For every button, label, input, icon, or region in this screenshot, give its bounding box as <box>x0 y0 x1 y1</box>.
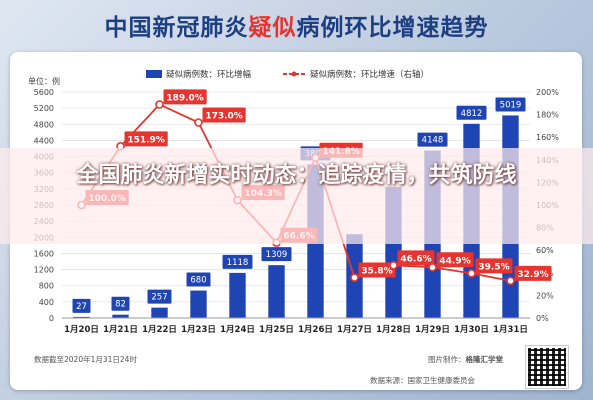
line-point <box>506 276 515 286</box>
y-left-tick-label: 800 <box>39 282 54 291</box>
line-label-box <box>163 89 207 105</box>
bar <box>73 316 90 318</box>
bar-data-label: 82 <box>115 300 126 310</box>
x-tick-label: 1月22日 <box>142 325 177 335</box>
x-tick-label: 1月29日 <box>415 325 450 335</box>
y-right-tick-label: 60% <box>536 246 554 255</box>
bar <box>229 272 246 318</box>
footer-producer: 图片制作：格隆汇学堂 <box>428 355 503 364</box>
line-data-label: 46.6% <box>400 254 431 264</box>
bar-label-box <box>186 272 211 287</box>
line-data-label: 151.9% <box>127 135 165 145</box>
x-tick-label: 1月30日 <box>454 325 489 335</box>
x-tick-label: 1月26日 <box>298 325 333 335</box>
chart-title: 中国新冠肺炎疑似病例环比增速趋势 <box>104 15 489 41</box>
footer-source: 数据来源：国家卫生健康委员会 <box>370 376 475 385</box>
y-left-tick-label: 5200 <box>34 104 54 113</box>
y-left-tick-label: 5600 <box>34 88 54 97</box>
line-data-label: 173.0% <box>205 112 243 122</box>
y-left-tick-label: 0 <box>49 314 54 323</box>
line-data-label: 35.8% <box>361 267 392 277</box>
legend-swatch-marker <box>291 71 297 77</box>
bar-label-box <box>495 97 526 112</box>
overlay-banner <box>0 148 593 244</box>
bar <box>268 265 285 318</box>
y-right-tick-label: 200% <box>536 88 559 97</box>
x-tick-label: 1月21日 <box>103 325 138 335</box>
legend-label-bars: 疑似病例数：环比增幅 <box>166 69 252 80</box>
bar-data-label: 1118 <box>227 258 249 268</box>
y-left-tick-label: 4800 <box>34 120 54 129</box>
x-tick-label: 1月20日 <box>64 325 99 335</box>
line-label-box <box>475 258 513 274</box>
y-left-tick-label: 400 <box>39 298 54 307</box>
bar-data-label: 5019 <box>500 100 522 110</box>
line-point <box>428 262 437 272</box>
bar-label-box <box>261 247 292 262</box>
x-tick-label: 1月27日 <box>337 325 372 335</box>
legend-swatch-bars <box>146 70 162 78</box>
bar-label-box <box>222 254 253 269</box>
line-label-box <box>397 250 435 266</box>
bar <box>112 314 129 318</box>
y-right-tick-label: 0% <box>536 314 549 323</box>
bar-label-box <box>72 298 91 313</box>
bar-data-label: 4148 <box>422 136 444 146</box>
overlay-banner-text: 全国肺炎新增实时动态：追踪疫情，共筑防线 <box>76 163 517 188</box>
y-right-tick-label: 160% <box>536 133 559 142</box>
line-label-box <box>514 265 552 281</box>
footer-note: 数据截至2020年1月31日24时 <box>34 355 137 364</box>
y-left-unit-label: 单位：例 <box>28 76 60 86</box>
x-tick-label: 1月23日 <box>181 325 216 335</box>
x-tick-label: 1月31日 <box>493 325 528 335</box>
bar-label-box <box>147 289 172 304</box>
line-point <box>467 269 476 278</box>
bar-label-box <box>111 296 130 311</box>
line-data-label: 44.9% <box>439 256 470 266</box>
line-point <box>155 100 164 109</box>
x-tick-label: 1月24日 <box>220 325 255 335</box>
bar-data-label: 27 <box>76 302 87 312</box>
qr-code-icon <box>525 345 569 389</box>
legend-label-line: 疑似病例数：环比增速（右轴） <box>310 69 429 80</box>
y-right-tick-label: 180% <box>536 111 559 120</box>
line-data-label: 32.9% <box>517 270 548 280</box>
line-point <box>194 118 203 127</box>
line-data-label: 189.0% <box>166 93 204 103</box>
line-label-box <box>202 107 246 123</box>
bar-data-label: 680 <box>190 276 206 286</box>
y-left-tick-label: 1200 <box>34 266 54 275</box>
line-data-label: 39.5% <box>478 262 509 272</box>
line-point <box>389 261 398 270</box>
bar-data-label: 1309 <box>266 250 288 260</box>
line-label-box <box>124 131 168 147</box>
line-point <box>350 273 359 282</box>
bar-label-box <box>456 105 487 120</box>
y-left-tick-label: 4400 <box>34 136 54 145</box>
y-right-tick-label: 20% <box>536 291 554 300</box>
line-label-box <box>358 262 396 278</box>
line-label-box <box>436 252 474 268</box>
x-tick-label: 1月25日 <box>259 325 294 335</box>
bar-data-label: 257 <box>151 293 167 303</box>
bar <box>151 307 168 318</box>
x-tick-label: 1月28日 <box>376 325 411 335</box>
bar <box>190 290 207 318</box>
bar-data-label: 4812 <box>461 109 483 119</box>
y-left-tick-label: 1600 <box>34 249 54 258</box>
bar-label-box <box>417 132 448 147</box>
